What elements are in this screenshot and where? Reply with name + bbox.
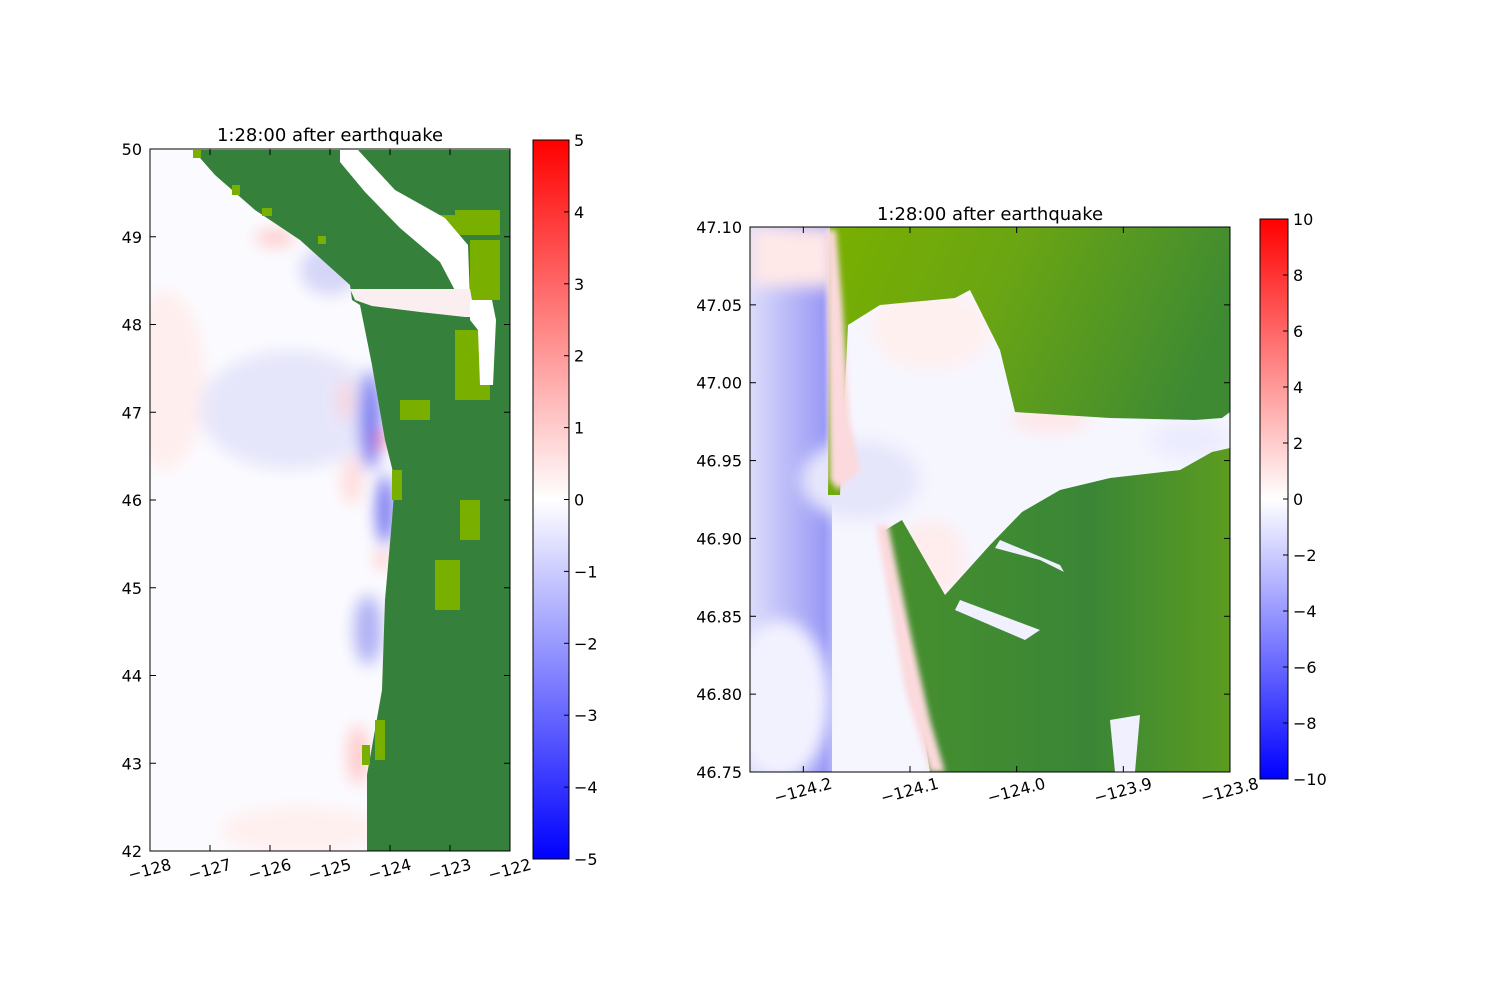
y-tick-label: 44 bbox=[122, 667, 142, 686]
left-plot: 1:28:00 after earthquake bbox=[122, 125, 598, 884]
colorbar-tick-label: 1 bbox=[574, 419, 584, 438]
colorbar-tick-label: 0 bbox=[574, 491, 584, 510]
y-tick-label: 46.95 bbox=[696, 452, 742, 471]
x-tick-label: −124.0 bbox=[985, 774, 1047, 808]
right-north-land bbox=[828, 227, 1230, 495]
right-north-spit bbox=[826, 230, 860, 490]
y-tick-label: 46.85 bbox=[696, 607, 742, 626]
left-y-axis: 42 43 44 45 46 47 48 49 50 bbox=[122, 140, 510, 861]
right-y-axis: 46.75 46.80 46.85 46.90 46.95 47.00 47.05 47.10 bbox=[696, 218, 1230, 782]
left-puget-sound bbox=[470, 300, 496, 385]
y-tick-label: 47 bbox=[122, 403, 142, 422]
x-tick-label: −126 bbox=[246, 855, 293, 885]
x-tick-label: −125 bbox=[306, 855, 353, 885]
x-tick-label: −127 bbox=[186, 855, 233, 885]
y-tick-label: 46.75 bbox=[696, 763, 742, 782]
colorbar-tick-label: −1 bbox=[574, 562, 598, 581]
colorbar-tick-label: −2 bbox=[1293, 546, 1317, 565]
colorbar-tick-label: 3 bbox=[574, 275, 584, 294]
colorbar-tick-label: −5 bbox=[574, 850, 598, 869]
right-river-channels bbox=[955, 540, 1140, 772]
y-tick-label: 47.05 bbox=[696, 296, 742, 315]
y-tick-label: 48 bbox=[122, 316, 142, 335]
colorbar-tick-label: −10 bbox=[1293, 770, 1327, 789]
colorbar-tick-label: −4 bbox=[574, 778, 598, 797]
colorbar-tick-label: −2 bbox=[574, 634, 598, 653]
right-south-spit bbox=[876, 525, 945, 772]
x-tick-label: −123.8 bbox=[1199, 774, 1261, 808]
colorbar-tick-label: 8 bbox=[1293, 266, 1303, 285]
left-land bbox=[193, 150, 510, 851]
left-plot-title: 1:28:00 after earthquake bbox=[217, 125, 443, 146]
y-tick-label: 50 bbox=[122, 140, 142, 159]
left-juan-de-fuca bbox=[350, 289, 492, 317]
right-south-land bbox=[882, 448, 1230, 772]
y-tick-label: 49 bbox=[122, 228, 142, 247]
y-tick-label: 45 bbox=[122, 579, 142, 598]
colorbar-tick-label: −3 bbox=[574, 706, 598, 725]
x-tick-label: −124 bbox=[366, 855, 413, 885]
x-tick-label: −123.9 bbox=[1092, 774, 1154, 808]
colorbar-tick-label: 6 bbox=[1293, 322, 1303, 341]
colorbar-tick-label: 5 bbox=[574, 131, 584, 150]
colorbar-tick-label: 10 bbox=[1293, 210, 1313, 229]
left-heatmap bbox=[150, 149, 510, 851]
colorbar-tick-label: −8 bbox=[1293, 714, 1317, 733]
left-strait-georgia bbox=[340, 150, 470, 300]
y-tick-label: 43 bbox=[122, 754, 142, 773]
colorbar-tick-label: 2 bbox=[1293, 434, 1303, 453]
colorbar-tick-label: 0 bbox=[1293, 490, 1303, 509]
y-tick-label: 46 bbox=[122, 491, 142, 510]
left-colorbar-ticks: 5 4 3 2 1 0 −1 −2 −3 −4 −5 bbox=[564, 131, 598, 869]
y-tick-label: 46.90 bbox=[696, 529, 742, 548]
colorbar-tick-label: 4 bbox=[574, 203, 584, 222]
right-axes-frame bbox=[749, 226, 1231, 773]
y-tick-label: 47.00 bbox=[696, 374, 742, 393]
x-tick-label: −124.2 bbox=[772, 774, 834, 808]
x-tick-label: −122 bbox=[486, 855, 533, 885]
left-colorbar bbox=[532, 139, 570, 860]
y-tick-label: 47.10 bbox=[696, 218, 742, 237]
colorbar-tick-label: 4 bbox=[1293, 378, 1303, 397]
right-plot-title: 1:28:00 after earthquake bbox=[877, 204, 1103, 225]
colorbar-tick-label: 2 bbox=[574, 347, 584, 366]
x-tick-label: −123 bbox=[426, 855, 473, 885]
left-land-highlands bbox=[193, 150, 500, 765]
y-tick-label: 46.80 bbox=[696, 685, 742, 704]
right-colorbar-ticks: 10 8 6 4 2 0 −2 −4 −6 −8 −10 bbox=[1283, 210, 1327, 789]
x-tick-label: −124.1 bbox=[879, 774, 941, 808]
y-tick-label: 42 bbox=[122, 842, 142, 861]
right-heatmap bbox=[750, 227, 1230, 772]
right-plot: 1:28:00 after earthquake −124.2 −124.1 −12… bbox=[696, 204, 1327, 807]
colorbar-tick-label: −4 bbox=[1293, 602, 1317, 621]
colorbar-tick-label: −6 bbox=[1293, 658, 1317, 677]
